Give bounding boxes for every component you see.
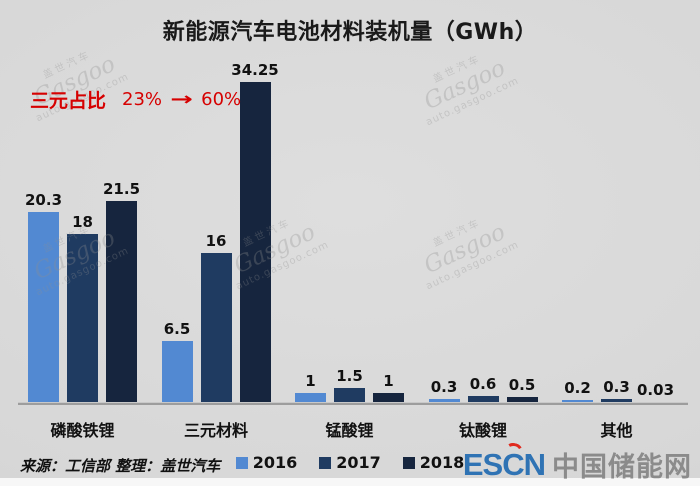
arrow-right-icon: → [170, 89, 193, 110]
category-label: 钛酸锂 [458, 421, 507, 440]
bar-2018-钛酸锂: 0.5 [506, 376, 538, 402]
legend: 2016 2017 2018 [0, 453, 700, 472]
chart-title: 新能源汽车电池材料装机量（GWh） [162, 20, 538, 45]
category-label: 锰酸锂 [325, 421, 374, 440]
annotation-from-value: 23% [122, 89, 163, 110]
x-axis-line [18, 402, 688, 405]
legend-swatch-icon [402, 456, 415, 469]
bar-group-2: 6.5 16 34.25 三元材料 [161, 61, 279, 440]
bar-2016-锰酸锂: 1 [295, 372, 326, 402]
bar-2016-其他: 0.2 [562, 379, 593, 402]
annotation-label: 三元占比 [30, 90, 107, 112]
escn-logo: ESC N 中国储能网 [463, 440, 692, 484]
legend-item-2017: 2017 [319, 453, 381, 472]
bar-value-label: 1 [305, 371, 316, 390]
legend-item-2018: 2018 [402, 453, 465, 472]
bar-value-label: 16 [205, 231, 227, 250]
category-label: 磷酸铁锂 [50, 421, 115, 440]
bar-value-label: 18 [72, 212, 93, 231]
legend-swatch-icon [235, 456, 248, 469]
bar-value-label: 0.3 [603, 378, 630, 397]
bar-value-label: 20.3 [24, 191, 63, 210]
bar-value-label: 6.5 [163, 320, 191, 339]
escn-site-name: 中国储能网 [552, 452, 692, 483]
bar-value-label: 21.5 [102, 180, 141, 199]
bottom-strip [0, 478, 700, 486]
legend-item-2016: 2016 [235, 453, 298, 472]
legend-label: 2018 [419, 453, 465, 472]
bar-group-1: 20.3 18 21.5 磷酸铁锂 [25, 82, 140, 440]
category-label: 其他 [600, 421, 633, 440]
legend-swatch-icon [319, 456, 332, 469]
bar-2017-锰酸锂: 1.5 [334, 367, 365, 402]
bar-2017-磷酸铁锂: 18 [67, 213, 98, 402]
bar-2016-磷酸铁锂: 20.3 [25, 191, 62, 402]
annotation-to-value: 60% [201, 89, 242, 110]
bar-value-label: 0.5 [508, 376, 536, 395]
category-label: 三元材料 [183, 421, 248, 440]
bar-value-label: 0.2 [564, 379, 591, 398]
legend-label: 2017 [336, 453, 381, 472]
bar-plot: 20.3 18 21.5 磷酸铁锂 6.5 16 34.25 三元材料 1 1.5 1 锰酸锂 0.3 0… [25, 61, 675, 440]
bar-2017-三元材料: 16 [200, 232, 232, 402]
bar-value-label: 0.3 [430, 378, 458, 397]
ternary-share-annotation: 三元占比 23% → 60% [30, 86, 241, 113]
bar-2016-三元材料: 6.5 [161, 320, 193, 402]
bar-value-label: 0.6 [469, 375, 497, 394]
bar-group-5: 0.2 0.3 0.03 其他 [562, 82, 675, 440]
bar-2018-磷酸铁锂: 21.5 [103, 180, 140, 402]
bar-2016-钛酸锂: 0.3 [428, 378, 460, 402]
bar-value-label: 1.5 [336, 367, 363, 385]
bar-2018-锰酸锂: 1 [373, 372, 404, 402]
bar-value-label: 34.25 [231, 61, 279, 79]
bar-value-label: 0.03 [636, 380, 675, 399]
source-note: 来源：工信部 整理：盖世汽车 [20, 457, 221, 475]
bar-2018-三元材料: 34.25 [231, 61, 279, 402]
bar-group-4: 0.3 0.6 0.5 钛酸锂 [428, 82, 538, 440]
bar-2017-其他: 0.3 [601, 378, 632, 402]
bar-value-label: 1 [383, 371, 394, 390]
bar-group-3: 1 1.5 1 锰酸锂 [295, 82, 404, 440]
bar-2017-钛酸锂: 0.6 [467, 375, 499, 402]
escn-logo-text: ESC N [463, 440, 546, 483]
legend-label: 2016 [252, 453, 298, 472]
